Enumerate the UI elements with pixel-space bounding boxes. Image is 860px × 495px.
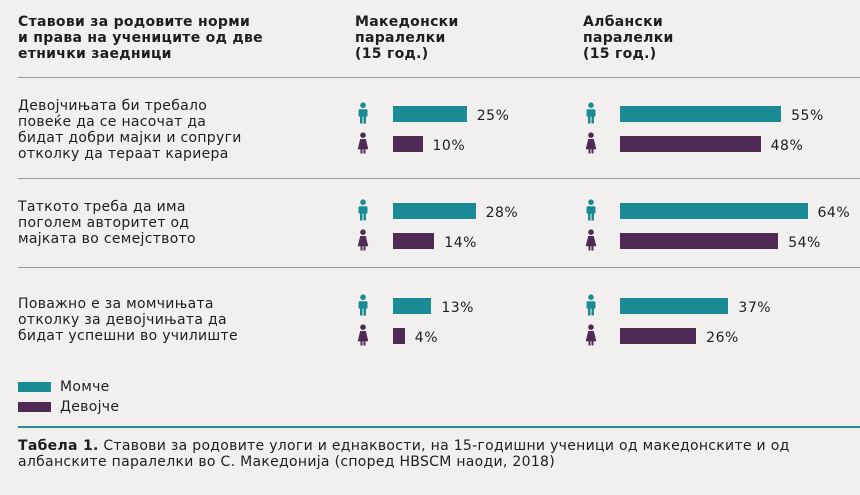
value-label-albanian-girl-2: 54%: [788, 235, 821, 251]
statement-2: Таткото треба да има поголем авторитет о…: [18, 199, 196, 247]
girl-icon: [356, 324, 370, 346]
girl-icon: [584, 229, 598, 251]
statement-3: Поважно е за момчињата отколку за девојч…: [18, 296, 238, 344]
bar-albanian-girl-1: [620, 136, 761, 152]
bar-macedonian-girl-1: [393, 136, 423, 152]
value-label-macedonian-girl-3: 4%: [414, 330, 439, 346]
boy-icon: [356, 102, 370, 124]
caption-text: Ставови за родовите улоги и еднаквости, …: [18, 438, 790, 470]
boy-icon: [584, 294, 598, 316]
legend-boy-label: Момче: [60, 379, 110, 395]
boy-icon: [584, 102, 598, 124]
bar-albanian-boy-3: [620, 298, 729, 314]
boy-icon: [356, 199, 370, 221]
caption-bold: Табела 1.: [18, 438, 99, 454]
legend-girl-swatch: [18, 402, 51, 412]
header-macedonian-classes: Македонски паралелки (15 год.): [355, 14, 459, 62]
row-divider-2: [18, 267, 860, 268]
legend-boy-swatch: [18, 382, 51, 392]
bar-albanian-girl-3: [620, 328, 697, 344]
value-label-macedonian-girl-1: 10%: [432, 138, 466, 154]
value-label-albanian-girl-1: 48%: [770, 138, 804, 154]
bar-albanian-girl-2: [620, 233, 779, 249]
girl-icon: [356, 229, 370, 251]
value-label-macedonian-boy-2: 28%: [485, 205, 519, 221]
value-label-albanian-boy-1: 55%: [791, 108, 824, 124]
boy-icon: [584, 199, 598, 221]
boy-icon: [356, 294, 370, 316]
row-divider-1: [18, 178, 860, 179]
table-caption: Табела 1. Ставови за родовите улоги и ед…: [18, 438, 848, 470]
value-label-macedonian-boy-3: 13%: [441, 300, 474, 316]
value-label-macedonian-girl-2: 14%: [444, 235, 477, 251]
header-statement: Ставови за родовите норми и права на уче…: [18, 14, 263, 62]
value-label-albanian-girl-3: 26%: [706, 330, 739, 346]
caption-rule: [18, 426, 860, 428]
girl-icon: [584, 132, 598, 154]
statement-1: Девојчињата би требало повеќе да се насо…: [18, 98, 242, 162]
bar-macedonian-boy-3: [393, 298, 432, 314]
header-albanian-classes: Албански паралелки (15 год.): [583, 14, 674, 62]
header-rule: [18, 77, 860, 78]
bar-albanian-boy-1: [620, 106, 782, 122]
girl-icon: [584, 324, 598, 346]
value-label-albanian-boy-3: 37%: [738, 300, 772, 316]
bar-albanian-boy-2: [620, 203, 808, 219]
bar-macedonian-girl-3: [393, 328, 405, 344]
bar-macedonian-girl-2: [393, 233, 435, 249]
bar-macedonian-boy-2: [393, 203, 476, 219]
bar-macedonian-boy-1: [393, 106, 467, 122]
value-label-albanian-boy-2: 64%: [817, 205, 851, 221]
legend-girl-label: Девојче: [60, 399, 120, 415]
value-label-macedonian-boy-1: 25%: [476, 108, 510, 124]
girl-icon: [356, 132, 370, 154]
